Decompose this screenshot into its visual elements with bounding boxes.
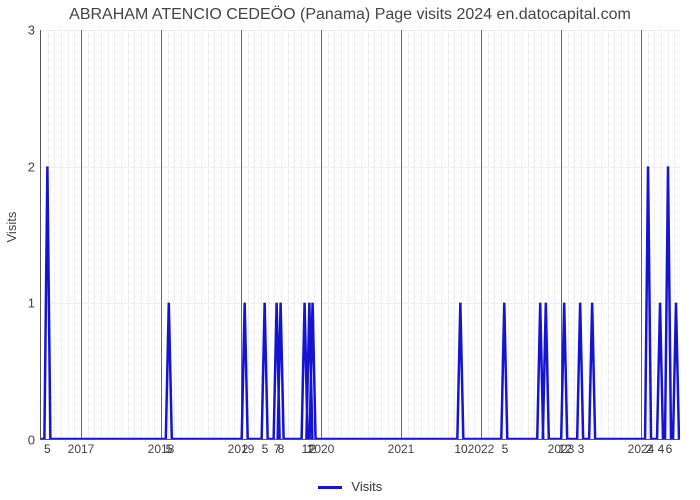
x-year-label: 2017 (68, 442, 95, 456)
legend-swatch (318, 486, 342, 489)
y-tick-label: 0 (28, 433, 35, 448)
x-year-label: 2023 (548, 442, 575, 456)
spike-value-label: 5 (502, 442, 509, 456)
y-tick-label: 3 (28, 23, 35, 38)
y-tick-label: 2 (28, 159, 35, 174)
x-year-label: 2020 (308, 442, 335, 456)
spike-value-label: 4 (658, 442, 665, 456)
chart-title: ABRAHAM ATENCIO CEDEÖO (Panama) Page vis… (0, 6, 700, 24)
spike-value-label: 5 (262, 442, 269, 456)
spike-value-label: 10 (454, 442, 467, 456)
chart-container: ABRAHAM ATENCIO CEDEÖO (Panama) Page vis… (0, 0, 700, 500)
legend-label: Visits (351, 479, 382, 494)
y-tick-label: 1 (28, 296, 35, 311)
spike-value-label: 8 (278, 442, 285, 456)
plot-area: 552578112105123246 012320172018201920202… (40, 30, 680, 440)
x-year-label: 2021 (388, 442, 415, 456)
value-labels-layer: 552578112105123246 (41, 30, 680, 439)
y-axis-label: Visits (4, 212, 19, 243)
legend: Visits (0, 479, 700, 494)
spike-value-label: 5 (44, 442, 51, 456)
x-year-label: 2022 (468, 442, 495, 456)
x-year-label: 2019 (228, 442, 255, 456)
spike-value-label: 6 (666, 442, 673, 456)
x-year-label: 2024 (628, 442, 655, 456)
x-year-label: 2018 (148, 442, 175, 456)
spike-value-label: 3 (578, 442, 585, 456)
